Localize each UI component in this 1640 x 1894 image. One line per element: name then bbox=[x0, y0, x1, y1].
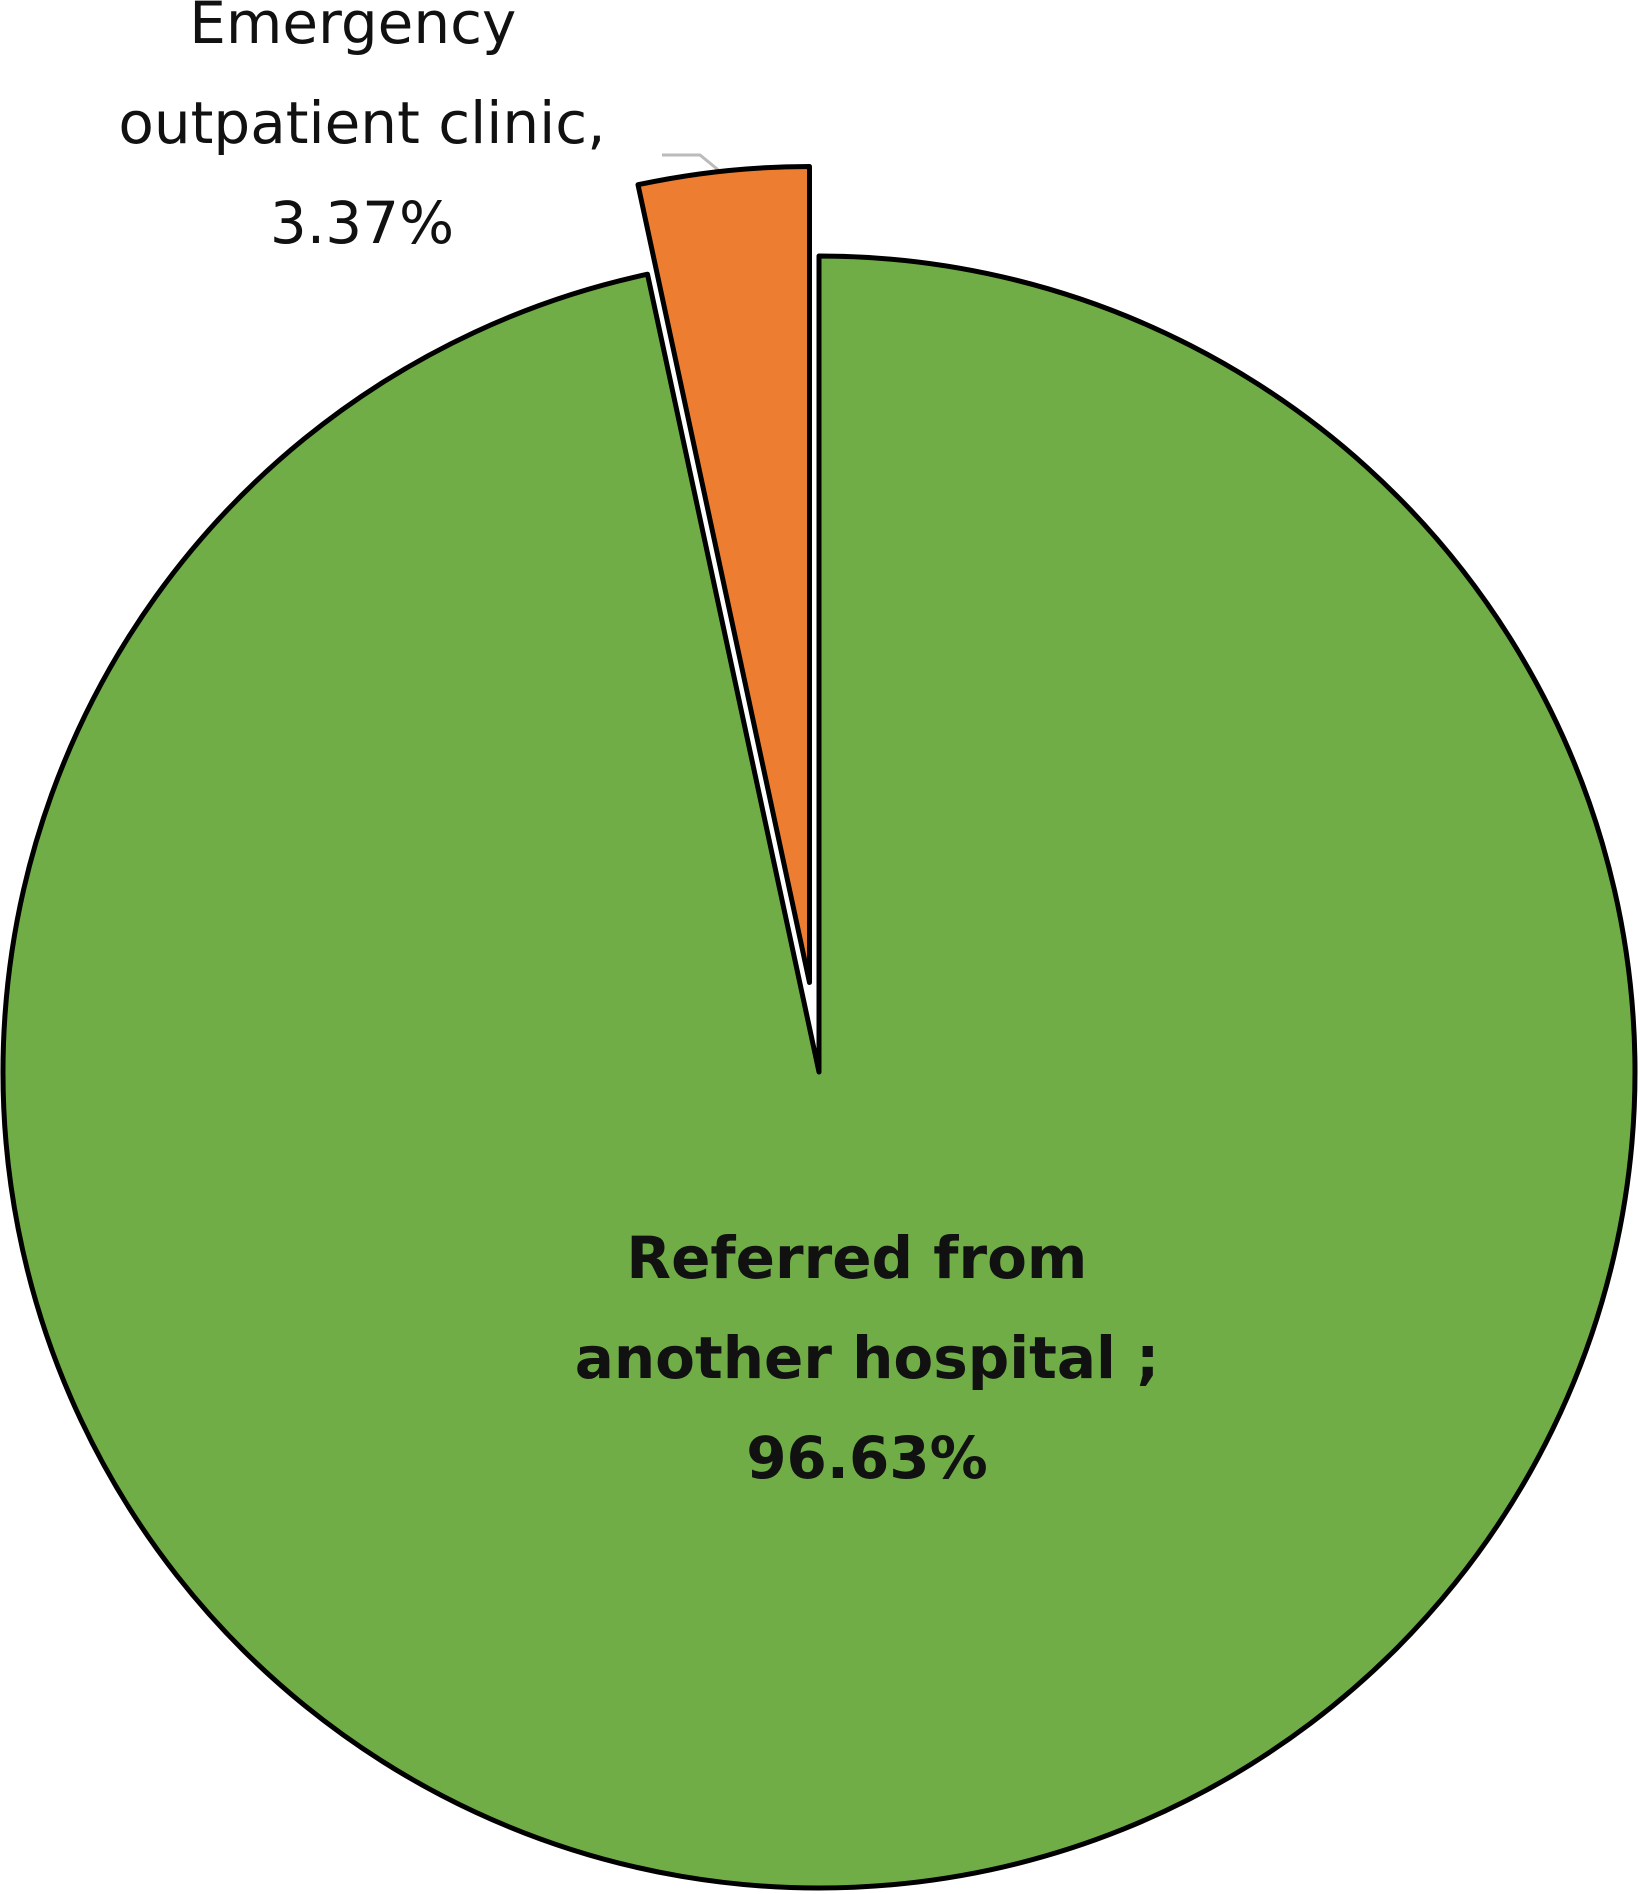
data-label: Emergency outpatient clinic, 3.37% bbox=[118, 0, 605, 257]
value-label: 3.37% bbox=[270, 189, 454, 257]
data-label: Referred from another hospital ; 96.63% bbox=[575, 1224, 1160, 1492]
slice-label: Emergency outpatient clinic, bbox=[118, 0, 605, 157]
pie-slice bbox=[635, 164, 812, 986]
pie-slice bbox=[0, 253, 1638, 1891]
leader-line bbox=[662, 153, 723, 175]
value-label: 96.63% bbox=[746, 1424, 988, 1492]
slice-label: Referred from another hospital ; bbox=[575, 1224, 1160, 1392]
